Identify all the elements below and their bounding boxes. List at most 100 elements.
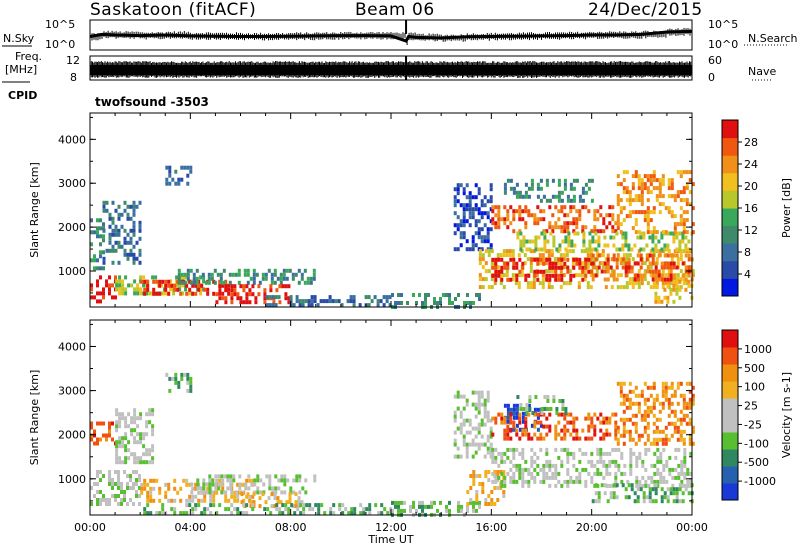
velocity-swatch-6 [722, 381, 738, 399]
velocity-cbar-tick-2: 100 [744, 381, 765, 394]
velocity-ytick-3: 4000 [58, 340, 86, 353]
velocity-patch-11 [491, 447, 693, 488]
freq-unit: [MHz] [5, 63, 38, 76]
power-cbar-tick-5: 8 [744, 246, 751, 259]
velocity-swatch-0 [722, 483, 738, 501]
velocity-xlabel: Time UT [367, 533, 413, 546]
velocity-cbar-tick-7: -1000 [744, 475, 776, 488]
power-swatch-8 [722, 137, 738, 156]
power-patch-15 [516, 231, 694, 252]
velocity-swatch-3 [722, 432, 738, 450]
velocity-patch-1 [90, 421, 117, 446]
velocity-patch-15 [616, 381, 695, 446]
velocity-cells [90, 372, 695, 517]
velocity-swatch-4 [722, 415, 738, 433]
velocity-patch-13 [491, 412, 618, 441]
nsky-nsearch-strip [89, 19, 788, 51]
power-ytick-2: 3000 [58, 177, 86, 190]
velocity-cbar-tick-3: 25 [744, 400, 758, 413]
velocity-patch-10 [466, 470, 506, 506]
nsearch-tick-top: 10^5 [708, 18, 739, 31]
power-patch-6 [215, 284, 291, 305]
velocity-swatch-7 [722, 364, 738, 382]
velocity-swatch-5 [722, 398, 738, 416]
power-cells [90, 165, 695, 309]
power-panel: 1000 2000 3000 4000 Slant Range [km] [28, 112, 695, 309]
velocity-xtick-0: 00:00 [74, 521, 106, 534]
velocity-xtick-3: 12:00 [375, 521, 407, 534]
nave-tick-bottom: 0 [708, 71, 715, 84]
power-patch-18 [654, 279, 694, 304]
power-swatch-1 [722, 260, 738, 279]
station-title: Saskatoon (fitACF) [90, 0, 257, 20]
power-cbar-tick-1: 24 [744, 158, 758, 171]
beam-title: Beam 06 [355, 0, 435, 20]
freq-label: Freq. [15, 50, 43, 63]
power-cbar-tick-2: 20 [744, 180, 758, 193]
power-swatch-5 [722, 190, 738, 209]
velocity-xtick-6: 00:00 [676, 521, 708, 534]
freq-tick-top: 12 [66, 54, 80, 67]
power-ytick-0: 1000 [58, 265, 86, 278]
power-patch-14 [491, 205, 618, 234]
power-patch-10 [453, 183, 493, 252]
cpid-label: CPID [8, 89, 38, 102]
velocity-patch-6 [165, 372, 193, 393]
nsky-tick-bottom: 10^0 [45, 38, 76, 51]
power-colorbar: 28 24 20 16 12 8 4 Power [dB] [721, 119, 793, 297]
velocity-cbar-tick-5: -100 [744, 437, 769, 450]
power-swatch-7 [722, 155, 738, 174]
power-patch-1 [90, 218, 105, 271]
nsky-label: N.Sky [3, 32, 35, 45]
nave-tick-top: 60 [708, 54, 722, 67]
nsky-tick-top: 10^5 [45, 18, 76, 31]
velocity-patch-4 [190, 474, 317, 495]
power-cbar-tick-3: 16 [744, 202, 758, 215]
power-swatch-9 [722, 120, 738, 139]
power-patch-8 [265, 295, 392, 308]
velocity-cbar-tick-0: 1000 [744, 343, 772, 356]
power-cbar-label: Power [dB] [780, 178, 793, 238]
nave-label: Nave [748, 65, 777, 78]
velocity-cbar-tick-1: 500 [744, 362, 765, 375]
velocity-patch-7 [143, 503, 393, 516]
freq-noise [89, 61, 692, 78]
velocity-patch-5 [240, 492, 304, 509]
power-patch-2 [102, 200, 142, 265]
power-ylabel: Slant Range [km] [28, 162, 41, 258]
power-patch-0 [90, 275, 117, 304]
power-patch-12 [491, 257, 594, 282]
power-patch-7 [165, 165, 193, 186]
velocity-cbar-tick-4: -25 [744, 418, 762, 431]
velocity-swatch-2 [722, 449, 738, 467]
velocity-ylabel: Slant Range [km] [28, 370, 41, 466]
nsearch-label: N.Search [748, 32, 798, 45]
velocity-ytick-1: 2000 [58, 429, 86, 442]
velocity-cbar-tick-6: -500 [744, 456, 769, 469]
power-cbar-tick-4: 12 [744, 224, 758, 237]
velocity-ytick-2: 3000 [58, 385, 86, 398]
power-swatch-3 [722, 225, 738, 244]
power-swatch-4 [722, 208, 738, 227]
velocity-swatch-1 [722, 466, 738, 484]
power-patch-13 [591, 253, 694, 282]
velocity-xtick-1: 04:00 [174, 521, 206, 534]
power-cbar-tick-0: 28 [744, 136, 758, 149]
power-patch-16 [616, 170, 695, 235]
power-swatch-0 [722, 278, 738, 297]
freq-nave-strip [2, 45, 772, 83]
power-swatch-2 [722, 243, 738, 262]
velocity-cbar-label: Velocity [m s-1] [780, 372, 793, 458]
power-ytick-1: 2000 [58, 221, 86, 234]
power-swatch-6 [722, 172, 738, 191]
velocity-ytick-0: 1000 [58, 473, 86, 486]
velocity-xtick-5: 20:00 [576, 521, 608, 534]
velocity-patch-14 [516, 395, 568, 415]
power-patch-5 [177, 268, 316, 285]
power-patch-17 [503, 178, 594, 203]
colorbars: 28 24 20 16 12 8 4 Power [dB] 1000 500 100 25 -25 -10… [721, 119, 793, 501]
velocity-patch-9 [453, 390, 493, 459]
power-cbar-tick-6: 4 [744, 268, 751, 281]
